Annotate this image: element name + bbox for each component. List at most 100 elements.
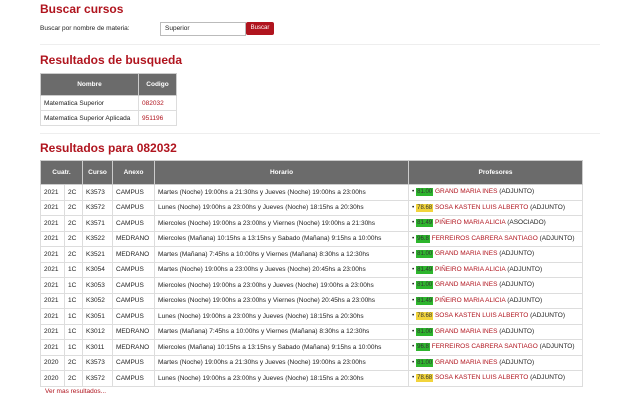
score-badge: 81.00 [416,281,434,290]
bullet: • [412,203,417,211]
profesor-link[interactable]: SOSA KASTEN LUIS ALBERTO [434,203,529,211]
result-code[interactable]: 082032 [142,99,164,107]
course-row: 2021 1C K3011 MEDRANO Miercoles (Mañana) 10:… [40,339,584,356]
bullet: • [412,374,417,382]
profesor-link[interactable]: FERREIROS CABRERA SANTIAGO [431,343,538,351]
cell-term: 2C [63,354,84,371]
profesor-link[interactable]: GRAND MARIA INES [434,358,498,366]
course-row: 2021 2C K3573 CAMPUS Martes (Noche) 19:00hs … [40,184,584,201]
cell-term: 2C [63,246,84,263]
cell-anexo: CAMPUS [112,215,156,232]
cell-year: 2021 [40,261,65,278]
cell-anexo: MEDRANO [112,230,156,247]
cell-curso: K3571 [82,215,114,232]
cell-profesor: • 81.00 GRAND MARIA INES (ADJUNTO) [408,246,584,263]
profesor-link[interactable]: GRAND MARIA INES [434,327,498,335]
result-code-cell: 951196 [138,110,177,126]
profesor-role: (ADJUNTO) [539,234,575,242]
cell-curso: K3054 [82,261,114,278]
result-row: Matematica Superior Aplicada 951196 [40,110,177,126]
profesor-role: (ADJUNTO) [530,312,565,320]
profesor-link[interactable]: GRAND MARIA INES [434,188,498,196]
profesor-link[interactable]: SOSA KASTEN LUIS ALBERTO [434,312,529,320]
cell-anexo: CAMPUS [112,277,156,294]
cell-term: 1C [63,292,84,309]
results-title: Resultados de busqueda [40,53,183,67]
cell-anexo: MEDRANO [112,339,156,356]
cell-curso: K3522 [82,230,114,247]
cell-year: 2021 [40,308,65,325]
profesor-link[interactable]: GRAND MARIA INES [434,281,498,289]
cell-horario: Lunes (Noche) 19:00hs a 23:00hs y Jueves… [154,370,410,387]
bullet: • [412,250,417,258]
cell-horario: Martes (Mañana) 7:45hs a 10:00hs y Viern… [154,323,410,340]
course-row: 2021 1C K3012 MEDRANO Martes (Mañana) 7:45hs… [40,323,584,340]
search-input[interactable]: Superior [160,22,246,36]
cell-profesor: • 81.00 GRAND MARIA INES (ADJUNTO) [408,277,584,294]
cell-curso: K3053 [82,277,114,294]
score-badge: 81.49 [416,219,434,228]
result-code[interactable]: 951196 [142,114,164,122]
score-badge: 81.49 [416,265,434,274]
score-badge: 81.00 [416,358,434,367]
course-row: 2021 2C K3521 MEDRANO Martes (Mañana) 7:45hs… [40,246,584,263]
cell-curso: K3573 [82,184,114,201]
cell-horario: Martes (Noche) 19:00hs a 23:00hs y Jueve… [154,261,410,278]
profesor-link[interactable]: PIÑEIRO MARIA ALICIA [434,265,506,273]
cell-anexo: CAMPUS [112,199,156,216]
bullet: • [412,327,417,335]
cell-horario: Miercoles (Noche) 19:00hs a 23:00hs y Vi… [154,292,410,309]
cell-horario: Miercoles (Noche) 19:00hs a 23:00hs y Vi… [154,215,410,232]
profesor-role: (ADJUNTO) [530,203,565,211]
cell-profesor: • 78.68 SOSA KASTEN LUIS ALBERTO (ADJUNT… [408,308,584,325]
cell-horario: Martes (Noche) 19:00hs a 21:30hs y Jueve… [154,354,410,371]
profesor-role: (ADJUNTO) [539,343,575,351]
cell-anexo: CAMPUS [112,184,156,201]
cell-year: 2020 [40,370,65,387]
bullet: • [412,234,417,242]
bullet: • [412,358,417,366]
cell-profesor: • 81.49 PIÑEIRO MARIA ALICIA (ADJUNTO) [408,292,584,309]
profesor-role: (ADJUNTO) [499,281,535,289]
profesor-link[interactable]: SOSA KASTEN LUIS ALBERTO [434,374,529,382]
bullet: • [412,281,417,289]
cell-year: 2020 [40,354,65,371]
search-button[interactable]: Buscar [246,22,274,35]
search-title: Buscar cursos [40,2,124,16]
search-label: Buscar por nombre de materia: [40,25,130,32]
bullet: • [412,296,417,304]
result-row: Matematica Superior 082032 [40,95,177,111]
cell-anexo: MEDRANO [112,246,156,263]
cell-anexo: MEDRANO [112,323,156,340]
cell-horario: Miercoles (Mañana) 10:15hs a 13:15hs y S… [154,339,410,356]
cell-horario: Martes (Noche) 19:00hs a 21:30hs y Jueve… [154,184,410,201]
more-link[interactable]: Ver mas resultados... [45,388,107,395]
header: Curso [82,160,114,185]
cell-year: 2021 [40,339,65,356]
cell-year: 2021 [40,184,65,201]
divider [40,44,600,45]
cell-horario: Martes (Mañana) 7:45hs a 10:00hs y Viern… [154,246,410,263]
score-badge: 78.68 [416,374,434,383]
cell-anexo: CAMPUS [112,292,156,309]
bullet: • [412,188,417,196]
profesor-link[interactable]: GRAND MARIA INES [434,250,498,258]
cell-horario: Miercoles (Noche) 19:00hs a 23:00hs y Ju… [154,277,410,294]
cell-year: 2021 [40,277,65,294]
course-row: 2020 2C K3573 CAMPUS Martes (Noche) 19:00hs … [40,354,584,371]
profesor-link[interactable]: FERREIROS CABRERA SANTIAGO [431,234,538,242]
result-code-cell: 082032 [138,95,177,111]
bullet: • [412,312,417,320]
header: Cuatr. [39,160,84,185]
cell-curso: K3052 [82,292,114,309]
cell-year: 2021 [40,230,65,247]
cell-profesor: • 81.00 GRAND MARIA INES (ADJUNTO) [408,184,584,201]
profesor-role: (ASOCIADO) [507,219,546,227]
profesor-link[interactable]: PIÑEIRO MARIA ALICIA [434,219,506,227]
profesor-link[interactable]: PIÑEIRO MARIA ALICIA [434,296,506,304]
cell-profesor: • 78.68 SOSA KASTEN LUIS ALBERTO (ADJUNT… [408,370,584,387]
course-row: 2021 1C K3051 CAMPUS Lunes (Noche) 19:00hs a… [40,308,584,325]
score-badge: 96.8 [416,234,430,243]
result-name: Matematica Superior [40,95,139,111]
cell-year: 2021 [40,215,65,232]
